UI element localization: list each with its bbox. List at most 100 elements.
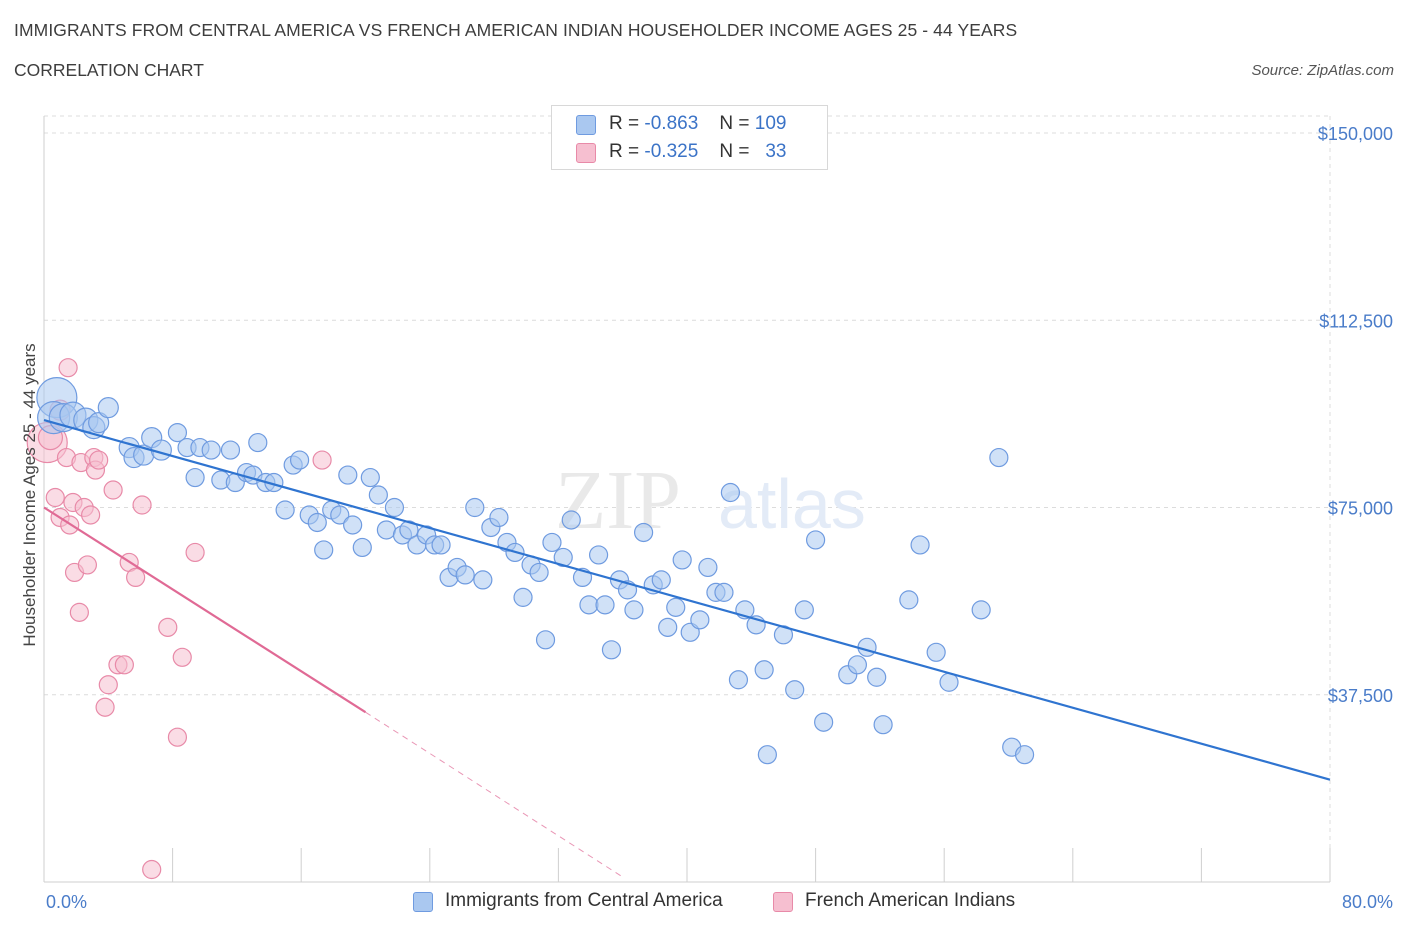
legend-r-label: R =: [609, 141, 640, 162]
data-point-blue: [899, 590, 919, 610]
data-point-blue: [542, 532, 562, 553]
bottom-legend-swatch-pink: [773, 892, 793, 912]
data-point-blue: [805, 530, 826, 550]
data-point-blue: [794, 600, 814, 620]
trend-line-blue: [43, 419, 1331, 781]
data-point-blue: [220, 440, 241, 460]
data-point-blue: [714, 582, 734, 602]
data-point-blue: [666, 597, 686, 617]
data-point-blue: [97, 397, 119, 419]
data-point-pink: [81, 505, 101, 525]
legend-swatch-blue: [576, 115, 596, 135]
data-point-blue: [633, 522, 654, 543]
data-point-pink: [312, 450, 332, 470]
data-point-blue: [651, 570, 671, 590]
data-point-blue: [455, 565, 475, 585]
data-point-blue: [465, 497, 485, 518]
data-point-pink: [126, 567, 146, 588]
legend-n-value: 33: [765, 141, 787, 162]
data-point-pink: [142, 859, 162, 880]
data-point-blue: [343, 515, 363, 535]
axes: [43, 116, 1331, 883]
data-point-blue: [867, 667, 887, 687]
data-point-blue: [289, 450, 310, 470]
legend-r-value: -0.325: [644, 141, 699, 162]
data-point-pink: [172, 647, 192, 667]
y-tick-label: $150,000: [1318, 124, 1393, 144]
y-tick-labels: $37,500 $75,000 $112,500 $150,000: [1318, 124, 1393, 706]
data-point-pink: [69, 602, 89, 622]
grid-lines: [44, 115, 1331, 882]
data-point-blue: [785, 680, 805, 700]
data-point-blue: [754, 660, 774, 680]
legend-n-value: 109: [754, 113, 787, 134]
chart-subtitle: CORRELATION CHART: [14, 60, 204, 80]
data-point-blue: [553, 547, 573, 568]
data-point-blue: [728, 670, 749, 690]
data-point-blue: [847, 655, 867, 675]
data-point-blue: [720, 482, 741, 503]
correlation-legend: R = -0.863 N = 109 R = -0.325 N = 33: [551, 105, 828, 170]
data-point-pink: [95, 697, 115, 717]
legend-n-label: N =: [719, 141, 750, 162]
data-point-blue: [698, 557, 718, 578]
data-point-blue: [307, 512, 327, 533]
y-tick-label: $37,500: [1328, 686, 1393, 706]
data-point-blue: [330, 505, 350, 525]
data-point-pink: [132, 495, 152, 515]
data-point-blue: [376, 520, 396, 540]
legend-n-label: N =: [719, 113, 750, 134]
data-point-blue: [167, 423, 188, 443]
data-point-blue: [672, 550, 692, 570]
data-point-blue: [926, 642, 946, 662]
y-tick-label: $112,500: [1319, 311, 1393, 331]
y-tick-label: $75,000: [1328, 499, 1393, 519]
legend-swatch-pink: [576, 143, 596, 163]
data-point-blue: [384, 497, 405, 518]
data-point-blue: [360, 467, 380, 488]
data-point-blue: [757, 745, 777, 765]
data-point-blue: [1014, 745, 1035, 765]
watermark-atlas: atlas: [718, 465, 866, 543]
data-point-blue: [201, 440, 221, 460]
data-point-blue: [814, 712, 834, 732]
data-point-pink: [77, 555, 98, 575]
data-point-pink: [185, 542, 205, 563]
data-point-blue: [529, 562, 549, 583]
data-point-pink: [45, 487, 65, 508]
chart-title: IMMIGRANTS FROM CENTRAL AMERICA VS FRENC…: [14, 20, 1018, 40]
data-point-pink: [167, 727, 188, 747]
bottom-legend-swatch-blue: [413, 892, 433, 912]
watermark-zip: ZIP: [555, 454, 681, 547]
legend-r-label: R =: [609, 113, 640, 134]
source-label: Source: ZipAtlas.com: [1251, 62, 1394, 79]
data-point-blue: [88, 412, 110, 434]
data-point-blue: [690, 610, 710, 630]
data-point-blue: [579, 595, 599, 615]
watermark: ZIP atlas: [555, 454, 866, 547]
data-point-blue: [588, 545, 609, 565]
data-point-blue: [314, 540, 334, 560]
data-point-blue: [431, 535, 451, 555]
data-point-blue: [338, 465, 358, 485]
data-point-blue: [658, 617, 678, 637]
data-point-pink: [98, 675, 118, 695]
data-point-blue: [873, 715, 893, 735]
data-point-pink: [58, 358, 78, 378]
x-tick-label-end: 80.0%: [1342, 892, 1393, 912]
data-point-blue: [971, 600, 991, 620]
bottom-legend-label-blue: Immigrants from Central America: [445, 890, 723, 911]
data-point-blue: [624, 600, 644, 620]
data-point-blue: [185, 467, 205, 488]
y-axis-label: Householder Income Ages 25 - 44 years: [20, 343, 39, 646]
data-point-pink: [114, 655, 134, 675]
data-point-blue: [275, 500, 295, 520]
data-point-blue: [368, 485, 388, 505]
legend-r-value: -0.863: [644, 113, 699, 134]
trend-lines: [43, 419, 1331, 878]
data-point-blue: [595, 595, 615, 615]
data-point-blue: [910, 535, 930, 555]
data-point-blue: [601, 640, 622, 660]
data-point-pink: [89, 450, 109, 470]
